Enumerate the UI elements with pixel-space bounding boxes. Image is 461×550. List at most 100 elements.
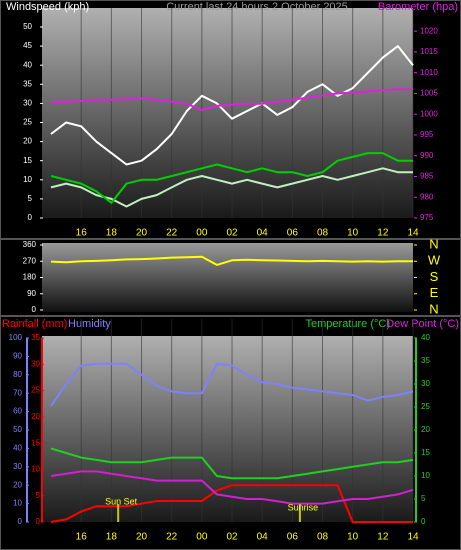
y-tick-label: 0 <box>32 305 37 314</box>
y2-tick-label: 1000 <box>420 109 438 118</box>
y2-tick-label: 1020 <box>420 26 438 35</box>
y-axis-title: Windspeed (kph) <box>6 1 89 13</box>
x-tick-label: 08 <box>317 532 329 543</box>
legend-item: Humidity <box>68 318 111 330</box>
y2-tick-label: 5 <box>421 494 426 503</box>
x-tick-label: 18 <box>106 228 118 239</box>
y2-tick-label: W <box>428 253 441 268</box>
y3-tick-label: 15 <box>31 438 40 447</box>
series-line <box>51 88 413 111</box>
y3-tick-label: 5 <box>36 491 41 500</box>
y-tick-label: 180 <box>23 273 37 282</box>
y-tick-label: 100 <box>9 333 23 342</box>
x-tick-label: 14 <box>407 532 419 543</box>
y-tick-label: 90 <box>27 289 36 298</box>
x-tick-label: 12 <box>377 532 389 543</box>
x-tick-label: 02 <box>226 532 238 543</box>
y-tick-label: 360 <box>23 240 37 249</box>
series-line <box>50 362 414 407</box>
series-line <box>50 484 413 523</box>
y-tick-label: 270 <box>23 256 37 265</box>
series-line <box>50 45 414 166</box>
y-tick-label: 15 <box>23 156 32 165</box>
legend-item: Temperature (°C) <box>306 318 390 330</box>
y-tick-label: 10 <box>23 175 32 184</box>
y3-tick-label: 0 <box>36 517 41 526</box>
y2-tick-label: 40 <box>421 333 430 342</box>
y-tick-label: 30 <box>23 99 32 108</box>
y2-tick-label: 0 <box>421 517 426 526</box>
x-tick-label: 08 <box>317 228 329 239</box>
x-tick-label: 16 <box>76 228 88 239</box>
y3-tick-label: 35 <box>31 333 40 342</box>
y-tick-label: 40 <box>13 444 22 453</box>
y-tick-label: 70 <box>13 388 22 397</box>
y2-tick-label: 30 <box>421 379 430 388</box>
y2-tick-label: 985 <box>420 172 434 181</box>
plot-background <box>42 243 413 312</box>
series-line <box>50 152 413 204</box>
y-tick-label: 0 <box>18 517 23 526</box>
series-line <box>50 470 414 505</box>
chart-title: Current last 24 hours 2 October 2025 <box>166 1 348 13</box>
legend-item: Rainfall (mm) <box>2 318 67 330</box>
y-tick-label: 50 <box>23 22 32 31</box>
y-tick-label: 5 <box>28 194 33 203</box>
x-tick-label: 10 <box>347 532 359 543</box>
y-tick-label: 20 <box>23 137 32 146</box>
x-tick-label: 12 <box>377 228 389 239</box>
plot-background <box>42 336 413 522</box>
annotation-label: Sunrise <box>288 502 319 512</box>
x-tick-label: 20 <box>136 228 148 239</box>
y-tick-label: 35 <box>23 79 32 88</box>
x-tick-label: 22 <box>166 532 178 543</box>
x-tick-label: 22 <box>166 228 178 239</box>
y2-tick-label: E <box>430 285 439 300</box>
series-line <box>50 447 414 480</box>
y2-tick-label: 1010 <box>420 68 438 77</box>
y3-tick-label: 10 <box>31 465 40 474</box>
y-tick-label: 10 <box>13 499 22 508</box>
series-line <box>50 167 413 208</box>
y3-tick-label: 25 <box>31 386 40 395</box>
series-line <box>50 255 413 266</box>
y-tick-label: 45 <box>23 41 32 50</box>
y2-tick-label: 975 <box>420 213 434 222</box>
y2-tick-label: N <box>429 236 438 251</box>
y-tick-label: 30 <box>13 462 22 471</box>
y3-tick-label: 30 <box>31 359 40 368</box>
y-tick-label: 20 <box>13 480 22 489</box>
legend-item: Dew Point (°C) <box>386 318 459 330</box>
y2-axis-title: Barometer (hpa) <box>378 1 458 13</box>
y2-tick-label: S <box>430 269 439 284</box>
y-tick-label: 50 <box>13 425 22 434</box>
x-tick-label: 04 <box>257 532 269 543</box>
y3-tick-label: 20 <box>31 412 40 421</box>
x-tick-label: 16 <box>76 532 88 543</box>
y-tick-label: 80 <box>13 370 22 379</box>
y2-tick-label: 10 <box>421 471 430 480</box>
y2-tick-label: 995 <box>420 130 434 139</box>
y-tick-label: 90 <box>13 352 22 361</box>
y2-tick-label: 15 <box>421 448 430 457</box>
y2-tick-label: 980 <box>420 192 434 201</box>
y2-tick-label: N <box>429 301 438 316</box>
y2-tick-label: 35 <box>421 356 430 365</box>
y2-tick-label: 25 <box>421 402 430 411</box>
annotation-label: Sun Set <box>105 496 138 506</box>
y-tick-label: 25 <box>23 118 32 127</box>
x-tick-label: 14 <box>407 228 419 239</box>
x-tick-label: 02 <box>226 228 238 239</box>
x-tick-label: 06 <box>287 532 299 543</box>
y2-tick-label: 990 <box>420 151 434 160</box>
x-tick-label: 04 <box>257 228 269 239</box>
y2-tick-label: 1015 <box>420 47 438 56</box>
x-tick-label: 10 <box>347 228 359 239</box>
x-tick-label: 00 <box>196 228 208 239</box>
y2-tick-label: 20 <box>421 425 430 434</box>
x-tick-label: 18 <box>106 532 118 543</box>
x-tick-label: 06 <box>287 228 299 239</box>
x-tick-label: 20 <box>136 532 148 543</box>
